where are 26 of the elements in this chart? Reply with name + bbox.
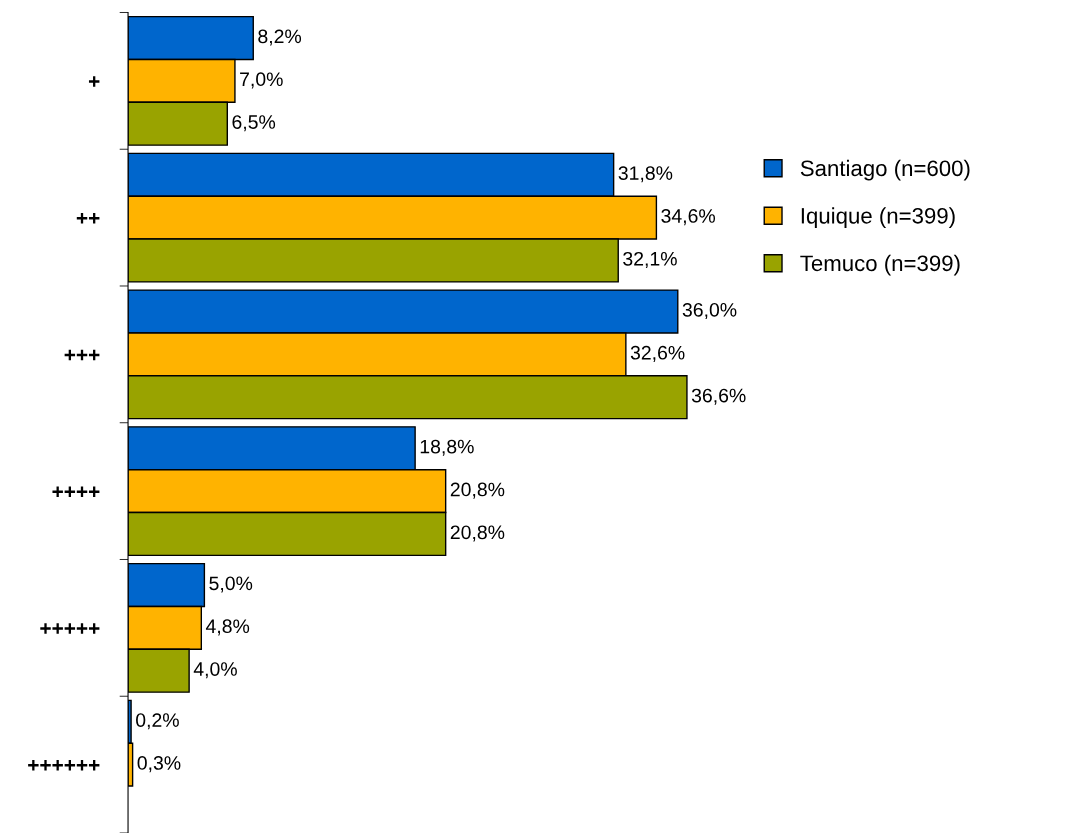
- data-label: 0,3%: [137, 756, 181, 773]
- data-label: 31,8%: [618, 166, 673, 183]
- data-label: 8,2%: [258, 29, 302, 46]
- data-label: 7,0%: [240, 72, 283, 89]
- legend-label: Santiago (n=600): [800, 159, 970, 181]
- y-tick-label: +: [88, 76, 100, 87]
- data-label: 4,8%: [205, 619, 250, 636]
- data-label: 36,6%: [691, 388, 746, 405]
- y-tick-label: ++: [76, 212, 100, 224]
- data-label: 4,0%: [193, 662, 237, 679]
- data-label: 32,1%: [623, 251, 677, 268]
- y-tick-label: ++++++: [28, 759, 100, 771]
- data-label: 6,5%: [232, 115, 276, 132]
- data-label: 34,6%: [661, 209, 716, 226]
- data-label: 20,8%: [450, 482, 505, 499]
- data-label: 36,0%: [682, 302, 737, 320]
- data-label: 0,2%: [136, 713, 179, 730]
- legend-label: Temuco (n=399): [800, 254, 960, 276]
- y-tick-label: +++: [64, 349, 100, 361]
- data-label: 20,8%: [450, 525, 505, 542]
- y-tick-label: ++++: [52, 486, 100, 498]
- legend-label: Iquique (n=399): [801, 207, 955, 229]
- data-label: 32,6%: [630, 345, 685, 362]
- data-label: 5,0%: [209, 576, 253, 593]
- y-tick-label: +++++: [40, 623, 100, 634]
- data-label: 18,8%: [420, 439, 474, 456]
